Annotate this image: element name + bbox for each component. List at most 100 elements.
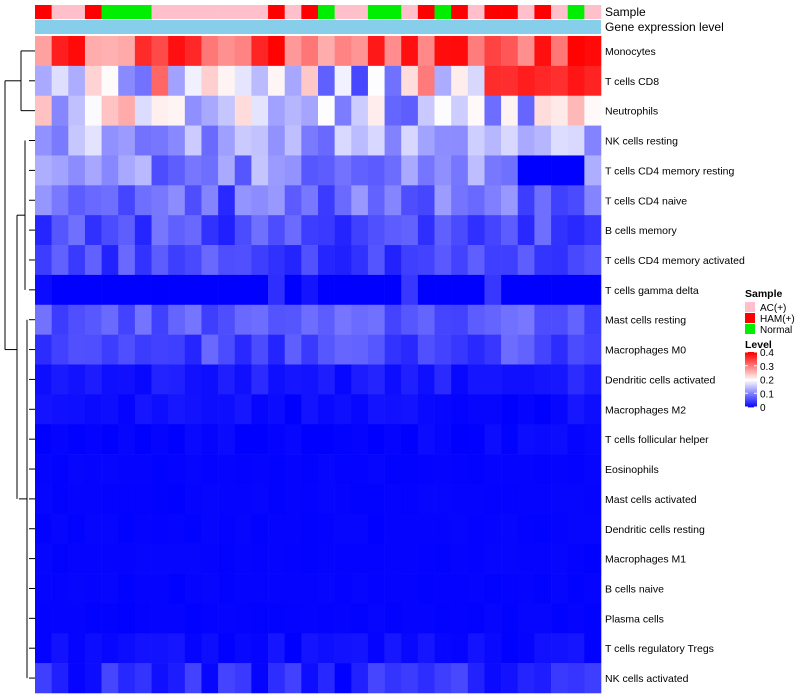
sample-annotation-cell bbox=[401, 5, 419, 19]
heatmap-cell bbox=[218, 483, 236, 515]
heatmap-cell bbox=[384, 36, 402, 67]
heatmap-cell bbox=[434, 394, 452, 425]
heatmap-cell bbox=[101, 543, 119, 574]
sample-annotation-cell bbox=[584, 5, 602, 19]
heatmap-cells bbox=[35, 36, 602, 694]
heatmap-cell bbox=[151, 65, 169, 97]
heatmap-cell bbox=[384, 633, 402, 664]
heatmap-cell bbox=[351, 304, 369, 335]
row-label: Mast cells activated bbox=[605, 494, 697, 506]
heatmap-cell bbox=[567, 543, 585, 574]
heatmap-cell bbox=[467, 573, 485, 604]
heatmap-cell bbox=[467, 155, 485, 186]
heatmap-cell bbox=[417, 245, 435, 276]
row-label: T cells CD4 memory resting bbox=[605, 165, 734, 177]
heatmap-cell bbox=[101, 573, 119, 604]
heatmap-cell bbox=[517, 603, 535, 634]
heatmap-cell bbox=[401, 394, 419, 425]
heatmap-cell bbox=[401, 215, 419, 246]
heatmap-cell bbox=[584, 603, 602, 634]
heatmap-cell bbox=[484, 394, 502, 425]
heatmap-cell bbox=[35, 274, 52, 306]
heatmap-cell bbox=[284, 633, 302, 664]
heatmap-cell bbox=[451, 394, 469, 425]
heatmap-cell bbox=[284, 304, 302, 335]
heatmap-cell bbox=[417, 155, 435, 186]
heatmap-cell bbox=[417, 334, 435, 365]
heatmap-cell bbox=[118, 543, 136, 574]
heatmap-cell bbox=[51, 663, 69, 694]
heatmap-cell bbox=[451, 334, 469, 365]
level-gradient-step bbox=[745, 405, 757, 408]
heatmap-cell bbox=[501, 483, 519, 515]
heatmap-cell bbox=[51, 304, 69, 335]
heatmap-cell bbox=[118, 663, 136, 694]
heatmap-cell bbox=[467, 36, 485, 67]
row-label: Mast cells resting bbox=[605, 315, 686, 327]
heatmap-cell bbox=[201, 603, 219, 634]
heatmap-cell bbox=[401, 274, 419, 306]
heatmap-cell bbox=[351, 424, 369, 455]
heatmap-cell bbox=[334, 215, 352, 246]
heatmap-cell bbox=[301, 36, 319, 67]
heatmap-cell bbox=[451, 274, 469, 306]
row-label: B cells memory bbox=[605, 225, 678, 237]
heatmap-cell bbox=[517, 663, 535, 694]
heatmap-cell bbox=[351, 185, 369, 216]
heatmap-cell bbox=[68, 543, 86, 574]
heatmap-cell bbox=[351, 65, 369, 97]
heatmap-cell bbox=[434, 245, 452, 276]
heatmap-cell bbox=[168, 125, 186, 156]
heatmap-cell bbox=[318, 454, 335, 485]
heatmap-cell bbox=[234, 394, 252, 425]
heatmap-cell bbox=[35, 245, 52, 276]
heatmap-cell bbox=[517, 65, 535, 97]
heatmap-cell bbox=[218, 513, 236, 544]
heatmap-cell bbox=[534, 364, 552, 395]
heatmap-cell bbox=[234, 334, 252, 365]
heatmap-cell bbox=[51, 603, 69, 634]
heatmap-cell bbox=[218, 454, 236, 485]
heatmap-cell bbox=[168, 454, 186, 485]
heatmap-cell bbox=[151, 95, 169, 126]
sample-annotation-cell bbox=[351, 5, 369, 19]
level-gradient-step bbox=[745, 391, 757, 394]
heatmap-cell bbox=[367, 483, 385, 515]
heatmap-cell bbox=[151, 603, 169, 634]
heatmap-cell bbox=[134, 573, 152, 604]
heatmap-cell bbox=[351, 155, 369, 186]
level-gradient-step bbox=[745, 375, 757, 378]
heatmap-cell bbox=[501, 633, 519, 664]
heatmap-cell bbox=[35, 513, 52, 544]
heatmap-cell bbox=[101, 603, 119, 634]
heatmap-cell bbox=[118, 364, 136, 395]
heatmap-cell bbox=[334, 274, 352, 306]
heatmap-cell bbox=[234, 663, 252, 694]
heatmap-cell bbox=[551, 125, 569, 156]
level-gradient-step bbox=[745, 396, 757, 398]
heatmap-cell bbox=[118, 95, 136, 126]
heatmap-cell bbox=[334, 573, 352, 604]
heatmap-cell bbox=[517, 215, 535, 246]
heatmap-cell bbox=[351, 95, 369, 126]
heatmap-cell bbox=[351, 394, 369, 425]
row-label: Macrophages M0 bbox=[605, 345, 686, 357]
heatmap-cell bbox=[451, 513, 469, 544]
heatmap-cell bbox=[367, 36, 385, 67]
heatmap-cell bbox=[251, 483, 269, 515]
heatmap-cell bbox=[51, 334, 69, 365]
heatmap-cell bbox=[484, 274, 502, 306]
heatmap-cell bbox=[551, 95, 569, 126]
row-label: Neutrophils bbox=[605, 106, 658, 118]
heatmap-cell bbox=[118, 334, 136, 365]
heatmap-cell bbox=[101, 394, 119, 425]
heatmap-cell bbox=[551, 394, 569, 425]
level-gradient-step bbox=[745, 368, 757, 371]
heatmap-cell bbox=[467, 304, 485, 335]
heatmap-cell bbox=[201, 454, 219, 485]
heatmap-cell bbox=[567, 633, 585, 664]
heatmap-cell bbox=[51, 424, 69, 455]
heatmap-cell bbox=[351, 274, 369, 306]
heatmap-cell bbox=[51, 65, 69, 97]
heatmap-cell bbox=[534, 454, 552, 485]
